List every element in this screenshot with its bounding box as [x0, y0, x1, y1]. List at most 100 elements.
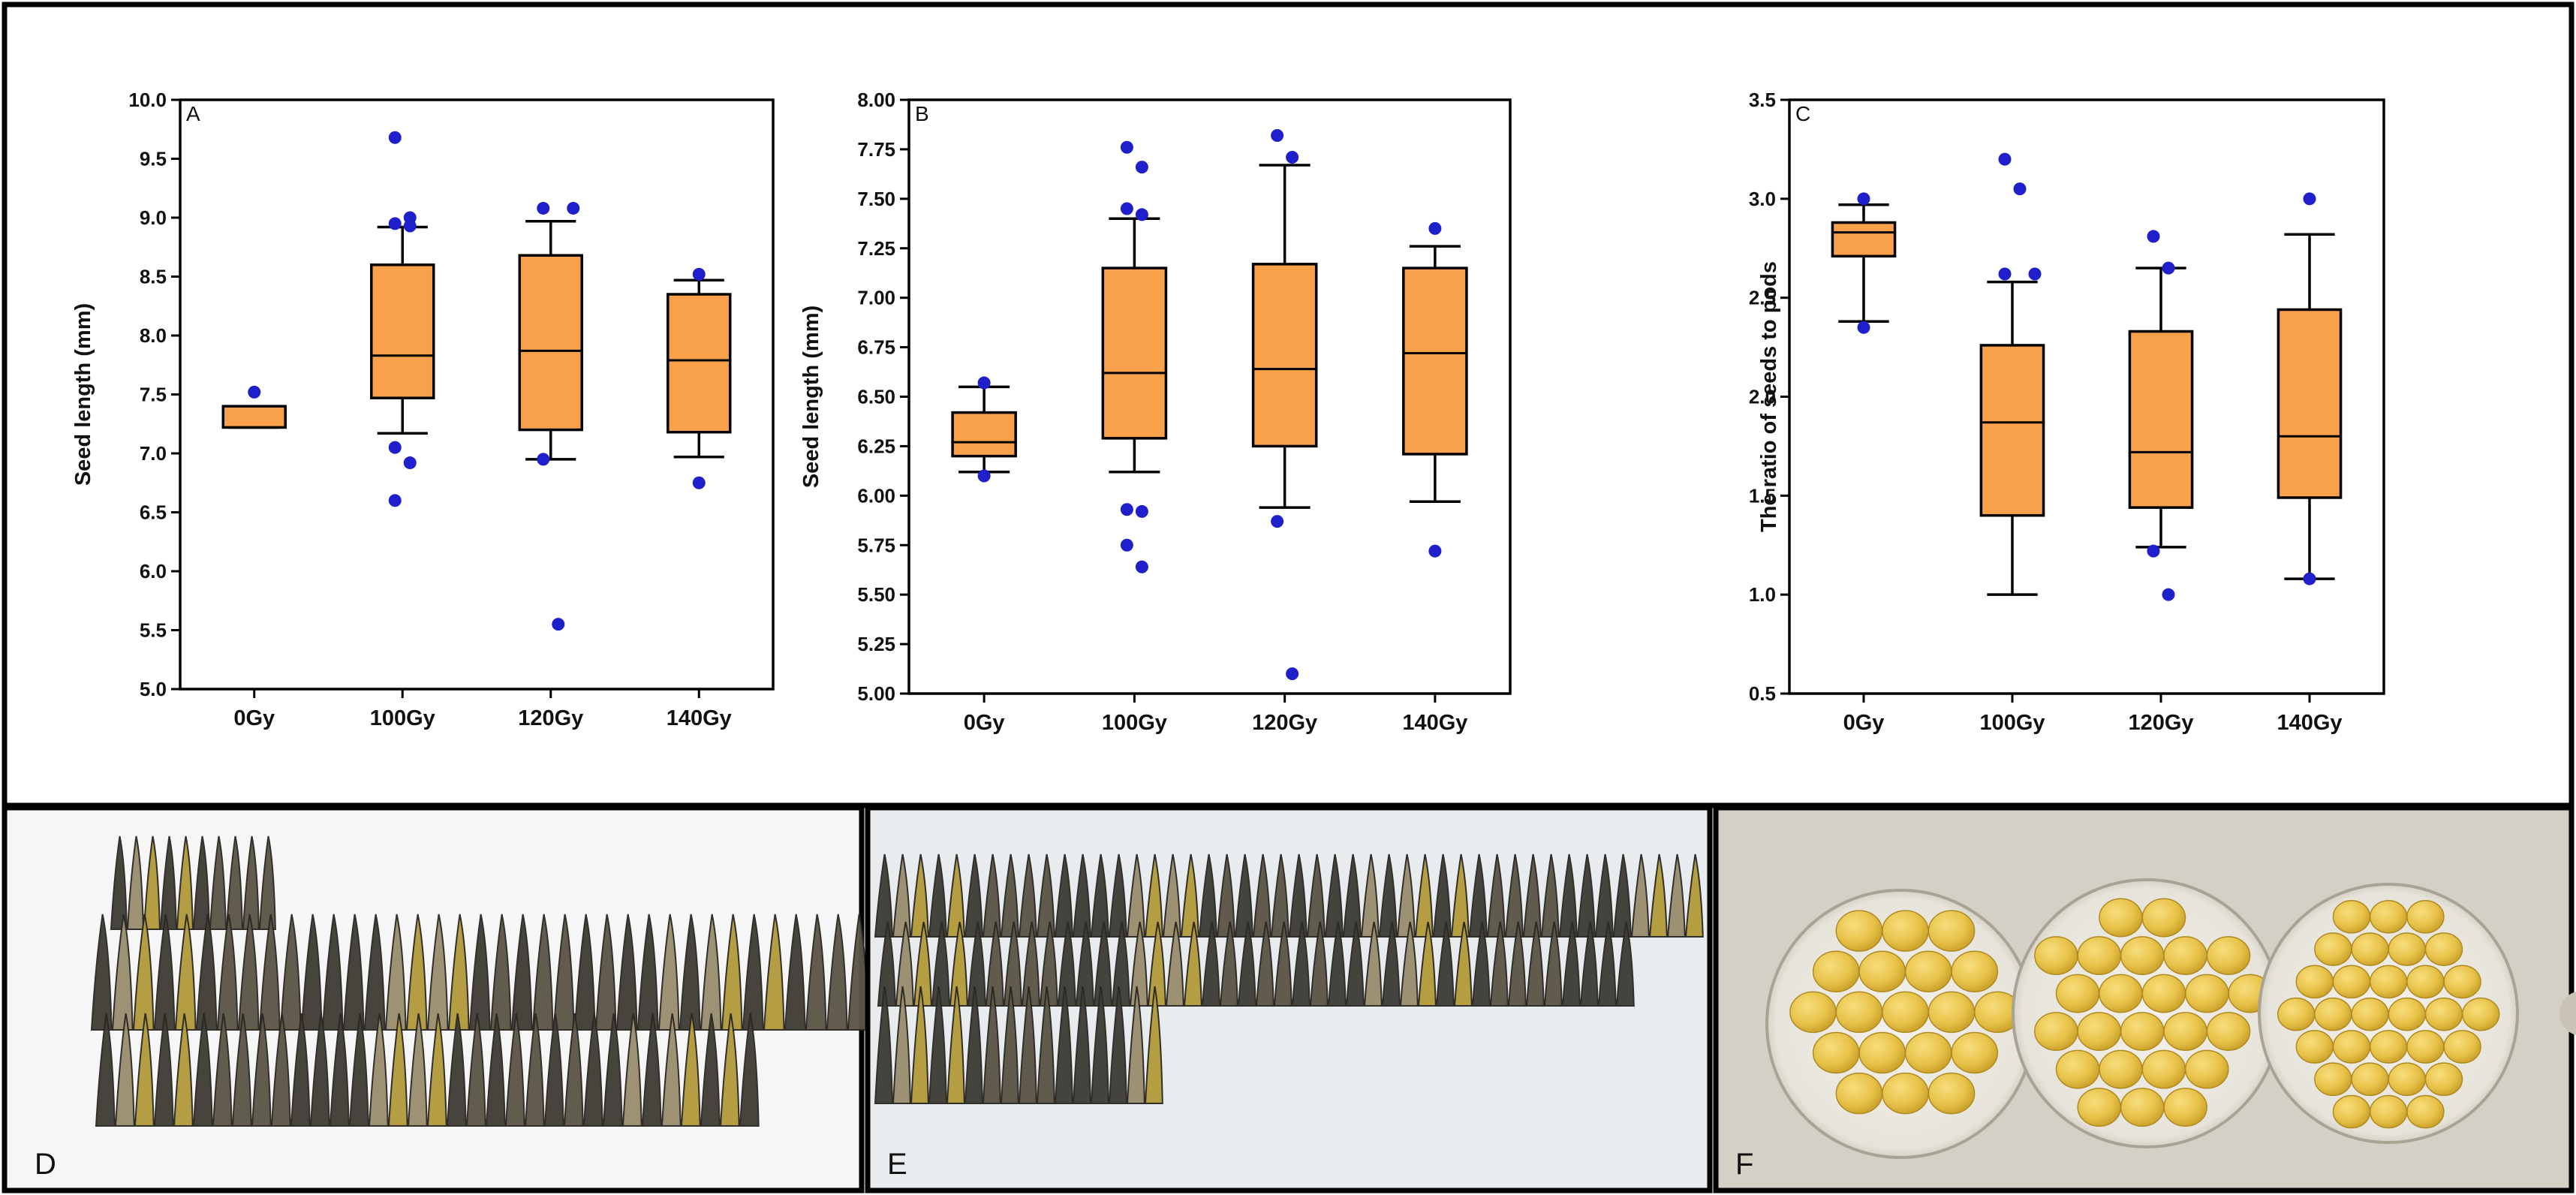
outlier-point [537, 201, 550, 215]
seed [1812, 1031, 1860, 1074]
seed [2388, 1062, 2427, 1097]
box-140Gy [1402, 221, 1468, 558]
seed [1835, 910, 1883, 952]
pod-row [877, 921, 1635, 1007]
x-tick-label: 120Gy [518, 706, 583, 730]
seed [2314, 932, 2352, 966]
seed [2163, 936, 2207, 975]
y-tick-label: 5.25 [857, 633, 895, 655]
y-tick-label: 5.5 [140, 619, 167, 642]
y-tick-label: 9.5 [140, 148, 167, 170]
seed [2351, 932, 2389, 966]
box-0Gy [1831, 192, 1897, 334]
box-140Gy [2277, 192, 2343, 585]
petri-dish [1765, 889, 2036, 1159]
y-tick-label: 9.0 [140, 206, 167, 229]
seed [1951, 1031, 1999, 1074]
seed [2369, 1030, 2408, 1064]
seed [2141, 898, 2186, 938]
y-tick-label: 8.0 [140, 324, 167, 347]
box-140Gy [667, 267, 732, 489]
seed [2099, 974, 2143, 1013]
seed [2369, 965, 2408, 999]
panel-letter: A [186, 102, 200, 125]
y-tick-label: 7.00 [857, 287, 895, 309]
y-axis-label: Seed length (mm) [71, 303, 95, 486]
y-tick-label: 7.50 [857, 188, 895, 210]
outlier-point [1135, 560, 1148, 573]
outlier-point [2162, 588, 2175, 601]
y-tick-label: 5.00 [857, 682, 895, 705]
outlier-point [1120, 538, 1133, 552]
outlier-point [403, 456, 417, 470]
outlier-point [1286, 150, 1299, 164]
petri-dish [2258, 883, 2519, 1144]
x-tick-label: 120Gy [1252, 711, 1317, 735]
y-tick-label: 6.25 [857, 435, 895, 457]
photo-label-e: E [887, 1148, 907, 1181]
y-tick-label: 0.5 [1749, 682, 1776, 705]
outlier-point [1857, 321, 1870, 334]
y-tick-label: 6.50 [857, 386, 895, 408]
photo-panel-e: E [865, 805, 1713, 1193]
photo-label-d: D [35, 1148, 56, 1181]
seed [2077, 1088, 2122, 1127]
y-tick-label: 3.0 [1749, 188, 1776, 210]
seed [1904, 950, 1952, 992]
seed [2351, 997, 2389, 1031]
x-tick-label: 0Gy [1843, 711, 1885, 735]
box-iqr [221, 405, 287, 429]
seed [1882, 1072, 1929, 1115]
y-tick-label: 8.00 [857, 89, 895, 111]
seed [1927, 910, 1976, 952]
box-0Gy [221, 385, 287, 429]
seed [2443, 965, 2481, 999]
y-tick-label: 8.5 [140, 266, 167, 288]
outlier-point [388, 217, 402, 230]
outlier-point [1271, 515, 1284, 528]
chart-panel-c: 0.5 1.0 1.5 2.0 2.5 3.0 3.5 0Gy 100Gy 120Gy 140Gy T… [1749, 89, 2385, 735]
panel-letter: B [915, 102, 929, 125]
seed [2077, 936, 2122, 975]
box-120Gy [518, 201, 583, 631]
box-iqr [951, 411, 1017, 458]
box-iqr [667, 293, 732, 434]
chart-panel-a: 5.0 5.5 6.0 6.5 7.0 7.5 8.0 8.5 9.0 9.5 10.0 0Gy 100… [71, 89, 775, 730]
seed [2351, 1062, 2389, 1097]
seed [2277, 997, 2316, 1031]
outlier-point [977, 376, 991, 390]
outlier-point [1857, 192, 1870, 206]
x-tick-label: 0Gy [964, 711, 1005, 735]
outlier-point [2147, 544, 2160, 558]
seed [1927, 991, 1976, 1034]
outlier-point [2147, 230, 2160, 243]
pod-row [90, 914, 869, 1031]
seed [2120, 1012, 2165, 1051]
seed [1951, 950, 1999, 992]
seed [2163, 1088, 2207, 1127]
outlier-point [2303, 192, 2316, 206]
box-0Gy [951, 376, 1017, 483]
box-iqr [2128, 330, 2194, 509]
outlier-point [2303, 572, 2316, 585]
photo-panel-d: D [2, 805, 869, 1193]
y-tick-label: 10.0 [128, 89, 167, 111]
seed [2077, 1012, 2122, 1051]
photo-panel-f: F [1713, 805, 2576, 1193]
y-tick-label: 2.0 [1749, 386, 1776, 408]
x-tick-label: 0Gy [233, 706, 275, 730]
outlier-point [388, 441, 402, 454]
seed [2295, 965, 2334, 999]
outlier-point [552, 618, 565, 631]
seed [2406, 965, 2445, 999]
seed [2332, 1030, 2371, 1064]
x-tick-label: 120Gy [2128, 711, 2193, 735]
seed [2314, 1062, 2352, 1097]
chart-panel-b: 5.00 5.25 5.50 5.75 6.00 6.25 6.50 6.75 7.00 7.25… [799, 89, 1512, 735]
box-120Gy [2128, 230, 2194, 601]
seed [2424, 932, 2463, 966]
outlier-point [388, 494, 402, 507]
petri-dish [2012, 878, 2282, 1148]
seed [2206, 936, 2251, 975]
